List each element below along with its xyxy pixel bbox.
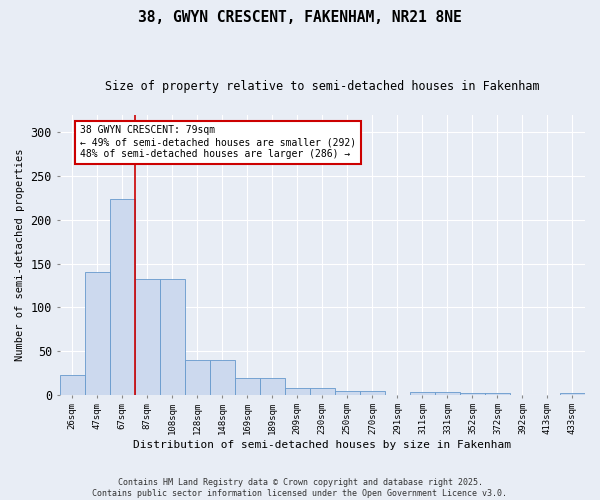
Bar: [310, 388, 335, 394]
Bar: [435, 392, 460, 394]
Bar: [235, 378, 260, 394]
Bar: [260, 378, 285, 394]
Bar: [285, 388, 310, 394]
Bar: [110, 199, 134, 394]
Bar: [160, 279, 185, 394]
Bar: [209, 360, 235, 394]
Bar: [560, 393, 585, 394]
Bar: [185, 360, 209, 394]
Bar: [335, 391, 360, 394]
Bar: [59, 376, 85, 394]
Text: 38 GWYN CRESCENT: 79sqm
← 49% of semi-detached houses are smaller (292)
48% of s: 38 GWYN CRESCENT: 79sqm ← 49% of semi-de…: [80, 126, 356, 158]
Y-axis label: Number of semi-detached properties: Number of semi-detached properties: [15, 148, 25, 361]
Bar: [485, 393, 510, 394]
Bar: [460, 393, 485, 394]
Text: Contains HM Land Registry data © Crown copyright and database right 2025.
Contai: Contains HM Land Registry data © Crown c…: [92, 478, 508, 498]
Bar: [134, 279, 160, 394]
X-axis label: Distribution of semi-detached houses by size in Fakenham: Distribution of semi-detached houses by …: [133, 440, 511, 450]
Text: 38, GWYN CRESCENT, FAKENHAM, NR21 8NE: 38, GWYN CRESCENT, FAKENHAM, NR21 8NE: [138, 10, 462, 25]
Bar: [360, 391, 385, 394]
Bar: [85, 272, 110, 394]
Bar: [410, 392, 435, 394]
Title: Size of property relative to semi-detached houses in Fakenham: Size of property relative to semi-detach…: [105, 80, 539, 93]
